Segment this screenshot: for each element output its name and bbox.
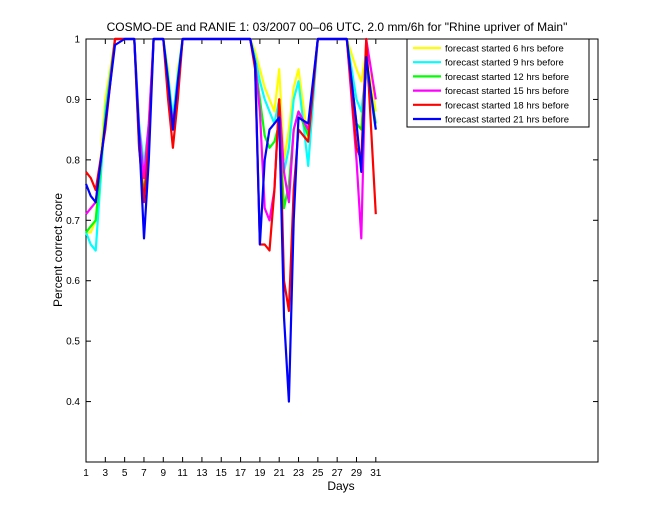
y-tick-label: 0.5 [66,337,80,348]
legend-label: forecast started 6 hrs before [445,44,564,55]
y-tick-label: 1 [74,35,80,46]
x-tick-label: 31 [370,468,382,479]
x-tick-label: 17 [235,468,247,479]
x-tick-label: 3 [103,468,109,479]
x-tick-label: 5 [122,468,128,479]
x-tick-label: 25 [312,468,324,479]
legend-label: forecast started 15 hrs before [445,86,569,97]
x-tick-label: 21 [274,468,286,479]
x-tick-label: 11 [177,468,188,479]
y-tick-label: 0.9 [66,95,80,106]
y-tick-label: 0.8 [66,155,80,166]
x-tick-label: 15 [216,468,228,479]
legend-box [406,38,590,128]
y-tick-label: 0.4 [66,397,80,408]
y-tick-label: 0.7 [66,216,80,227]
x-tick-label: 29 [351,468,363,479]
chart-title: COSMO-DE and RANIE 1: 03/2007 00–06 UTC,… [107,20,568,34]
x-tick-label: 19 [254,468,266,479]
legend: forecast started 6 hrs before forecast st… [406,38,590,128]
y-axis-label: Percent correct score [51,193,65,307]
x-tick-label: 27 [332,468,344,479]
legend-label: forecast started 9 hrs before [445,58,564,69]
y-tick-label: 0.6 [66,276,80,287]
series-line-6 [84,37,377,403]
x-tick-label: 1 [83,468,89,479]
axis-ticks: 1 3 5 7 9 11 13 15 17 19 21 23 25 27 29 310.40.50.60.70… [66,35,598,479]
legend-label: forecast started 12 hrs before [445,72,569,83]
x-tick-label: 13 [196,468,208,479]
x-axis-label: Days [327,479,354,493]
data-series [84,37,377,403]
legend-label: forecast started 18 hrs before [445,100,569,111]
x-tick-label: 23 [293,468,305,479]
legend-label: forecast started 21 hrs before [445,115,569,126]
x-tick-label: 7 [141,468,147,479]
x-tick-label: 9 [161,468,167,479]
